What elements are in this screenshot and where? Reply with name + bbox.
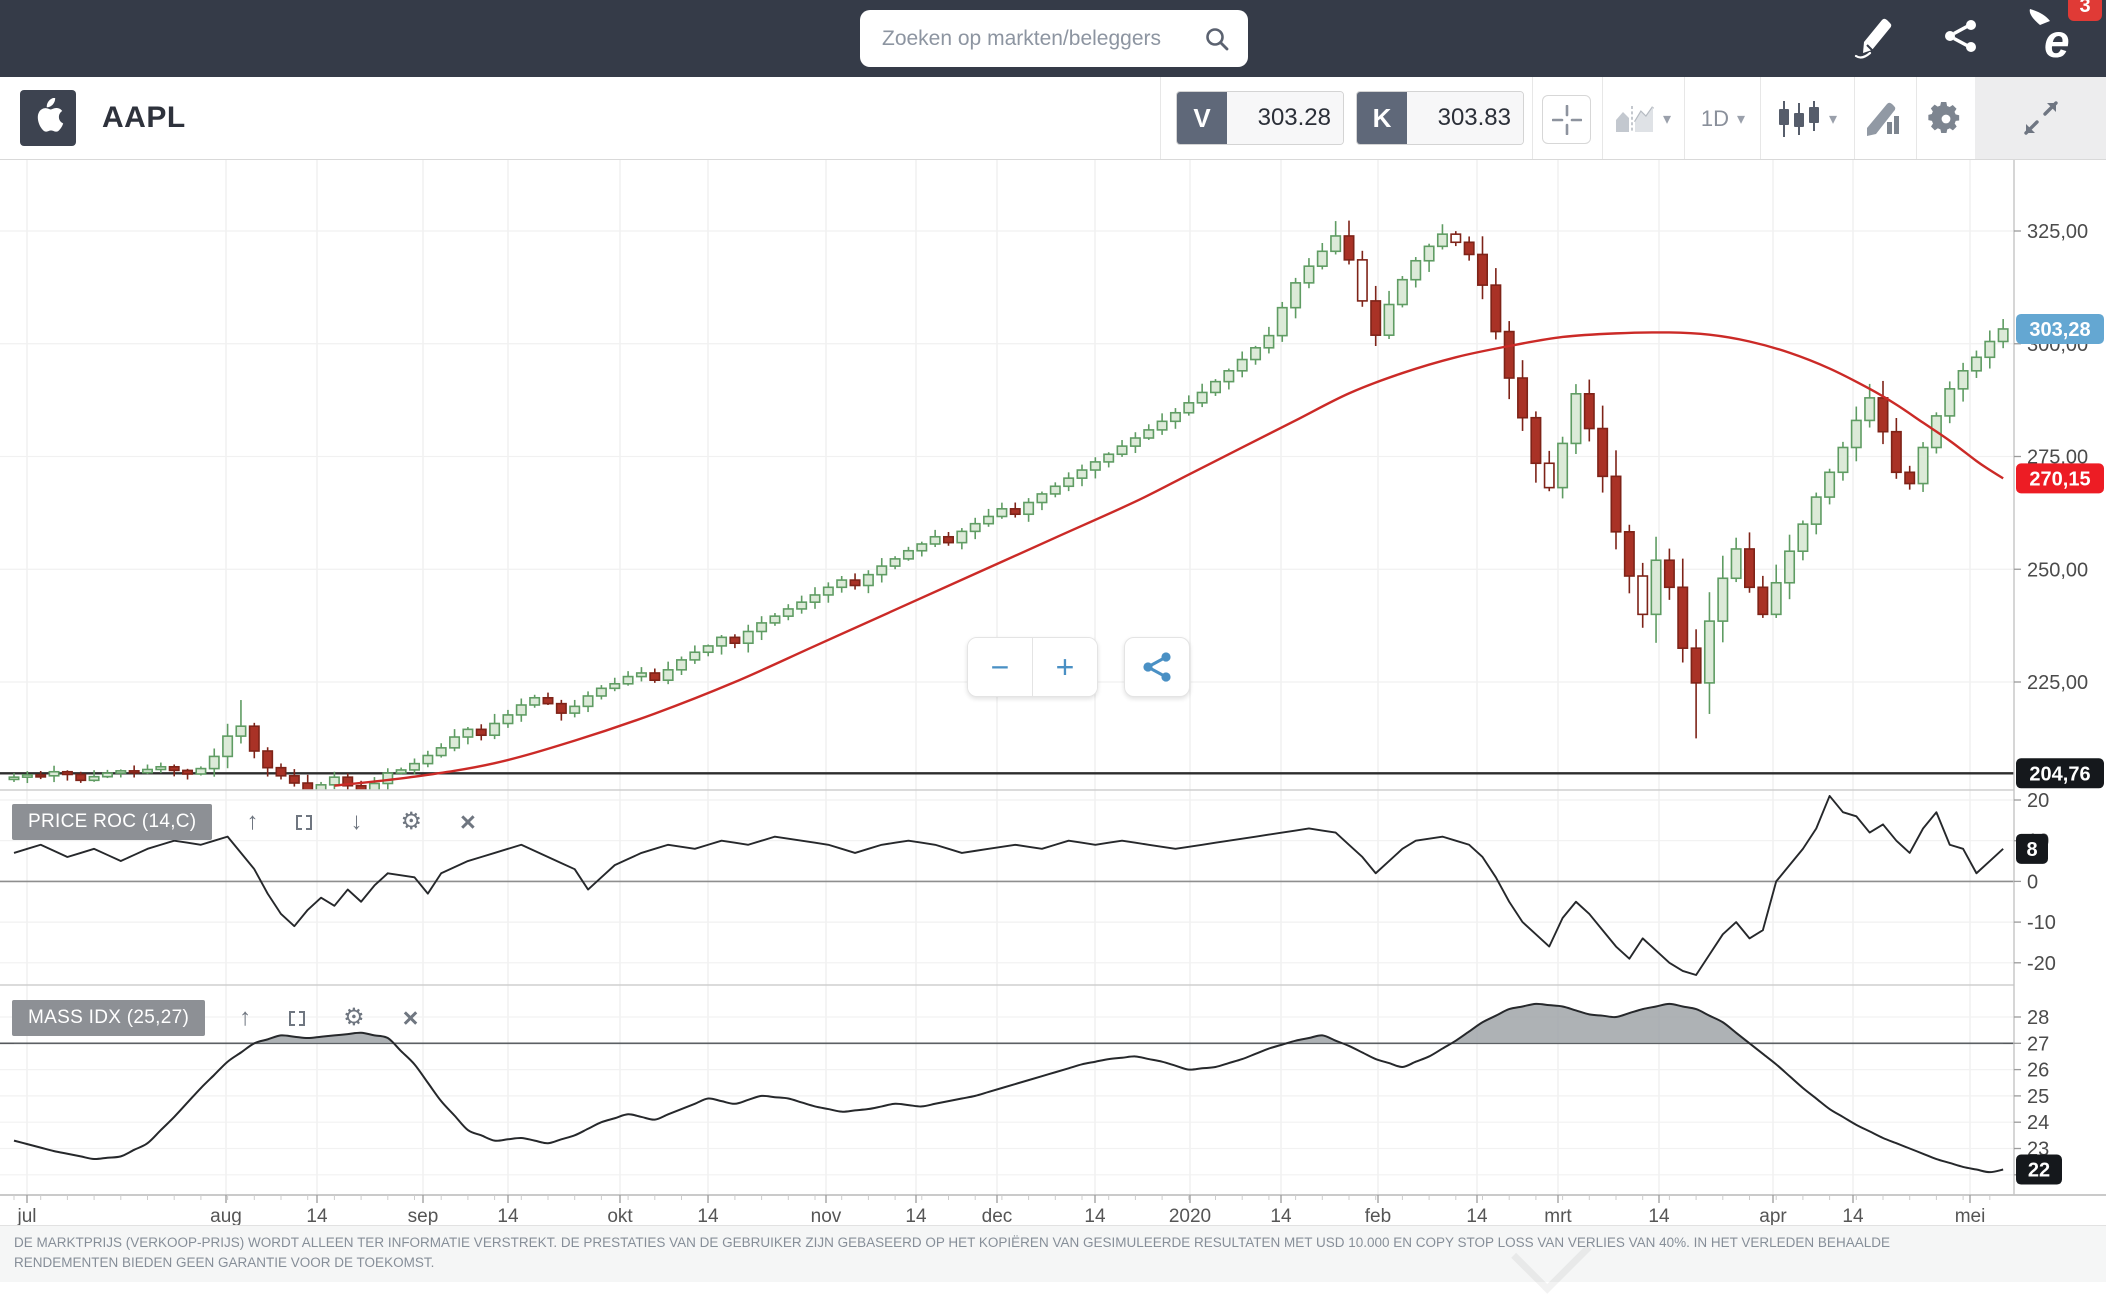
roc-move-up-button[interactable]: ↑ [246, 808, 259, 835]
svg-text:14: 14 [1842, 1206, 1864, 1225]
chevron-down-icon: ▾ [1737, 110, 1746, 128]
svg-text:0: 0 [2027, 871, 2038, 893]
roc-close-icon[interactable]: × [459, 806, 476, 837]
search-box[interactable] [860, 10, 1248, 67]
svg-text:22: 22 [2028, 1160, 2050, 1182]
chart-settings-button[interactable] [1922, 95, 1970, 142]
svg-text:8: 8 [2026, 839, 2037, 861]
mass-pane-title: MASS IDX (25,27) [12, 1000, 206, 1036]
svg-text:14: 14 [1648, 1206, 1670, 1225]
svg-text:14: 14 [497, 1206, 519, 1225]
share-icon [1143, 652, 1171, 682]
disclaimer-text: De marktprijs (verkoop-prijs) wordt alle… [14, 1235, 1890, 1270]
timeframe-label: 1D [1700, 105, 1730, 131]
svg-text:2020: 2020 [1169, 1206, 1211, 1225]
mass-move-up-button[interactable]: ↑ [239, 1004, 252, 1031]
roc-move-down-button[interactable]: ↓ [350, 808, 363, 835]
crosshair-button[interactable] [1542, 95, 1591, 144]
svg-text:225,00: 225,00 [2027, 672, 2088, 694]
svg-text:250,00: 250,00 [2027, 559, 2088, 581]
fullscreen-button[interactable] [1975, 77, 2106, 159]
disclaimer-bar: De marktprijs (verkoop-prijs) wordt alle… [0, 1225, 2106, 1282]
draw-chart-icon [1867, 102, 1899, 136]
svg-text:275,00: 275,00 [2027, 447, 2088, 469]
expand-icon [2023, 101, 2058, 135]
etoro-logo[interactable]: e 3 [2026, 0, 2102, 70]
timeframe-dropdown[interactable]: 1D ▾ [1692, 95, 1754, 142]
roc-maximize-icon[interactable] [296, 814, 313, 830]
svg-text:14: 14 [1270, 1206, 1292, 1225]
mass-maximize-icon[interactable] [289, 1010, 306, 1026]
svg-text:27: 27 [2027, 1033, 2049, 1055]
buy-button[interactable]: K 303.83 [1356, 91, 1524, 145]
sell-button[interactable]: V 303.28 [1176, 91, 1344, 145]
share-icon[interactable] [1942, 17, 1980, 60]
roc-pane-header: PRICE ROC (14,C) ↑ ↓ ⚙ × [12, 804, 514, 840]
crosshair-icon [1551, 104, 1582, 135]
mass-settings-icon[interactable]: ⚙ [343, 1004, 365, 1031]
buy-price: 303.83 [1407, 92, 1523, 144]
share-chart-button[interactable] [1124, 637, 1190, 697]
svg-text:mrt: mrt [1544, 1206, 1572, 1225]
svg-text:14: 14 [1084, 1206, 1106, 1225]
svg-text:14: 14 [697, 1206, 719, 1225]
svg-text:-10: -10 [2027, 912, 2056, 934]
chevron-down-icon: ▾ [1662, 110, 1672, 128]
svg-text:28: 28 [2027, 1007, 2049, 1029]
symbol-title: AAPL [102, 101, 186, 134]
svg-text:okt: okt [607, 1206, 633, 1225]
apple-logo [20, 90, 76, 146]
draw-note-icon[interactable] [1850, 12, 1896, 65]
zoom-out-button[interactable]: − [968, 638, 1032, 696]
mass-close-icon[interactable]: × [402, 1002, 419, 1033]
svg-text:14: 14 [905, 1206, 927, 1225]
svg-text:204,76: 204,76 [2029, 763, 2090, 785]
buy-letter: K [1357, 92, 1407, 144]
svg-text:feb: feb [1365, 1206, 1391, 1225]
svg-text:aug: aug [210, 1206, 242, 1225]
svg-text:nov: nov [811, 1206, 842, 1225]
mass-pane-header: MASS IDX (25,27) ↑ ⚙ × [12, 1000, 456, 1036]
chart-type-dropdown[interactable]: ▾ [1610, 95, 1676, 142]
svg-text:e: e [2044, 15, 2070, 65]
svg-text:14: 14 [1466, 1206, 1488, 1225]
svg-text:25: 25 [2027, 1086, 2049, 1108]
svg-text:-20: -20 [2027, 953, 2056, 975]
chart-type-icon [1615, 105, 1654, 132]
svg-text:24: 24 [2027, 1112, 2049, 1134]
svg-text:apr: apr [1759, 1206, 1787, 1225]
svg-text:mei: mei [1955, 1206, 1986, 1225]
gear-icon [1928, 101, 1960, 133]
drawing-tools-button[interactable] [1860, 95, 1908, 142]
candlestick-icon [1778, 100, 1819, 137]
zoom-in-button[interactable]: + [1033, 638, 1097, 696]
top-bar: e 3 [0, 0, 2106, 77]
search-input[interactable] [860, 26, 1204, 51]
chart-area[interactable]: 325,00300,00275,00250,00225,0020100-10-2… [0, 160, 2106, 1227]
svg-text:jul: jul [16, 1206, 36, 1225]
svg-text:270,15: 270,15 [2029, 468, 2090, 490]
zoom-controls: − + [967, 637, 1190, 697]
svg-text:sep: sep [408, 1206, 439, 1225]
svg-text:26: 26 [2027, 1060, 2049, 1082]
chevron-down-icon: ▾ [1828, 110, 1838, 128]
roc-settings-icon[interactable]: ⚙ [400, 808, 422, 835]
chart-toolbar: AAPL V 303.28 K 303.83 [0, 77, 2106, 160]
svg-text:303,28: 303,28 [2029, 319, 2090, 341]
svg-text:325,00: 325,00 [2027, 221, 2088, 243]
svg-text:dec: dec [982, 1206, 1013, 1225]
svg-text:14: 14 [306, 1206, 328, 1225]
candle-style-dropdown[interactable]: ▾ [1768, 95, 1846, 142]
sell-letter: V [1177, 92, 1227, 144]
price-chart-canvas[interactable]: 325,00300,00275,00250,00225,0020100-10-2… [0, 160, 2106, 1227]
roc-pane-title: PRICE ROC (14,C) [12, 804, 213, 840]
svg-text:20: 20 [2027, 790, 2049, 812]
search-icon[interactable] [1204, 26, 1230, 52]
sell-price: 303.28 [1227, 92, 1343, 144]
notification-badge[interactable]: 3 [2068, 0, 2102, 21]
